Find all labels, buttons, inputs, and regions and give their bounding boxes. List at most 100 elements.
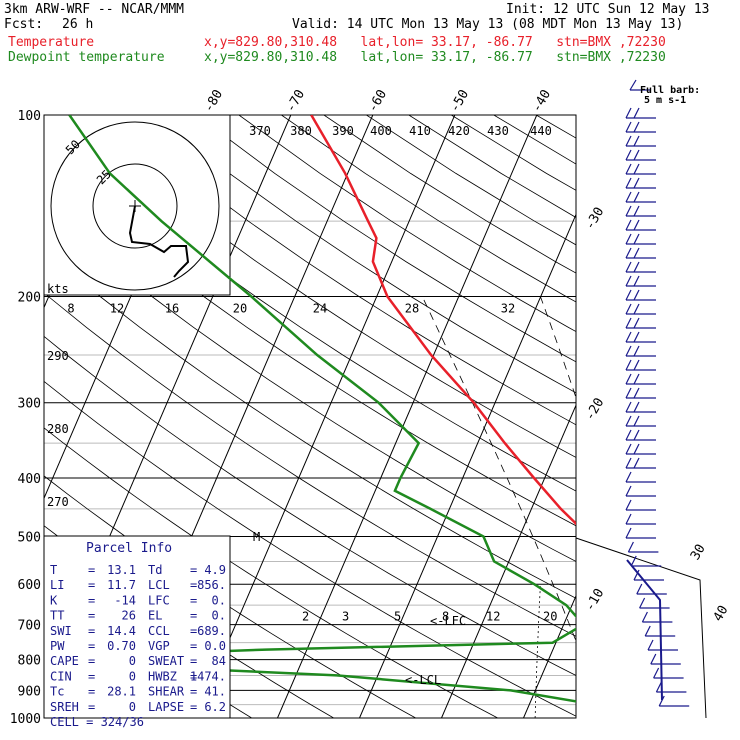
wind-barb [650, 653, 657, 665]
mixing-ratio-label: 5 [394, 610, 401, 624]
parcel-param-name: LFC [148, 593, 170, 607]
parcel-param-value: 28.1 [107, 685, 136, 699]
forecast-label: Fcst: [4, 17, 44, 32]
wind-barb [625, 429, 632, 441]
mixing-ratio-line [534, 584, 541, 718]
parcel-param-eq: = [88, 593, 95, 607]
parcel-param-name: VGP [148, 639, 170, 653]
parcel-param-value: 14.4 [107, 624, 136, 638]
temperature-legend: Temperature [8, 35, 95, 50]
wind-barb [625, 401, 632, 413]
wind-barb [625, 471, 632, 483]
parcel-info-title: Parcel Info [86, 541, 172, 556]
parcel-param-name: HWBZ [148, 669, 177, 683]
parcel-param-name: Td [148, 563, 162, 577]
dry-adiabat [111, 115, 576, 426]
theta-label: 280 [47, 422, 69, 436]
parcel-param-value: 0 [129, 700, 136, 714]
dewpoint-profile [44, 115, 576, 703]
mixing-ratio-label: 12 [486, 610, 500, 624]
parcel-param-eq: = [88, 654, 95, 668]
dry-adiabat [68, 115, 576, 458]
parcel-param-eq: = [190, 624, 197, 638]
wind-barb [625, 457, 632, 469]
parcel-param-name: LAPSE [148, 700, 184, 714]
wind-barb [633, 163, 640, 175]
pressure-label-500: 500 [18, 530, 41, 545]
hodograph-ring [50, 121, 220, 291]
mixing-ratio-line [579, 584, 582, 718]
isotherm--30 [359, 213, 576, 718]
wind-barb [633, 359, 640, 371]
wind-barb [633, 345, 640, 357]
wind-barb [625, 485, 632, 497]
wind-barb [625, 107, 632, 119]
mixing-ratio-top-label: 28 [405, 302, 419, 316]
isotherm--20 [441, 403, 576, 718]
wind-barb [636, 583, 643, 595]
lcl-marker: <-LCL [405, 673, 441, 687]
parcel-param-eq: = [88, 609, 95, 623]
parcel-param-eq: = [190, 578, 197, 592]
pressure-label-800: 800 [18, 654, 41, 669]
theta-e-label: 400 [370, 124, 392, 138]
temperature-label: 30 [688, 542, 709, 563]
parcel-param-name: SWEAT [148, 654, 184, 668]
wind-barb [633, 121, 640, 133]
mixing-ratio-line [736, 584, 740, 718]
wind-barb [625, 261, 632, 273]
wind-barb [633, 569, 640, 581]
mixing-ratio-line [635, 584, 636, 718]
wind-barb [639, 597, 646, 609]
wind-barb [655, 681, 662, 693]
temperature-label: -80 [201, 87, 226, 115]
wind-barb [625, 135, 632, 147]
wind-barb [625, 373, 632, 385]
tc-marker: M [253, 530, 260, 544]
hodograph-ring [92, 163, 178, 249]
barb-legend-value: 5 m s-1 [644, 95, 686, 106]
wind-barb [625, 191, 632, 203]
parcel-param-name: PW [50, 639, 65, 653]
wind-barb [625, 233, 632, 245]
wind-barb [633, 275, 640, 287]
wind-barb [658, 695, 665, 707]
parcel-param-name: LI [50, 578, 64, 592]
wind-barb [625, 205, 632, 217]
theta-e-label: 430 [487, 124, 509, 138]
parcel-param-name: LCL [148, 578, 170, 592]
wind-barb [625, 359, 632, 371]
wind-barb [625, 443, 632, 455]
dry-adiabat [323, 115, 576, 274]
mixing-ratio-top-label: 20 [233, 302, 247, 316]
barb-legend-sample [629, 79, 637, 91]
temperature-label: -20 [583, 396, 608, 424]
theta-e-label: 370 [249, 124, 271, 138]
forecast-hour: 26 h [62, 17, 94, 32]
barb-legend-title: Full barb: [640, 85, 700, 96]
parcel-param-eq: = [88, 669, 95, 683]
pressure-label-900: 900 [18, 684, 41, 699]
dry-adiabat [44, 168, 576, 527]
wind-barb [644, 625, 651, 637]
wind-barb [625, 303, 632, 315]
wind-barb [625, 331, 632, 343]
theta-label: 290 [47, 349, 69, 363]
parcel-param-value: 26 [122, 609, 136, 623]
parcel-param-value: 1474. [190, 669, 226, 683]
theta-e-label: 420 [448, 124, 470, 138]
wind-barb [625, 415, 632, 427]
theta-e-label: 390 [332, 124, 354, 138]
isotherm--10 [523, 594, 576, 718]
wind-barb [633, 429, 640, 441]
pressure-label-200: 200 [18, 291, 41, 306]
temperature-label: 40 [711, 603, 732, 624]
temperature-label: -60 [365, 87, 390, 115]
wind-barb [633, 373, 640, 385]
parcel-param-value: 4.9 [204, 563, 226, 577]
parcel-param-eq: = [88, 685, 95, 699]
parcel-param-eq: = [190, 669, 197, 683]
wind-barb [625, 289, 632, 301]
dry-adiabat [153, 115, 576, 394]
